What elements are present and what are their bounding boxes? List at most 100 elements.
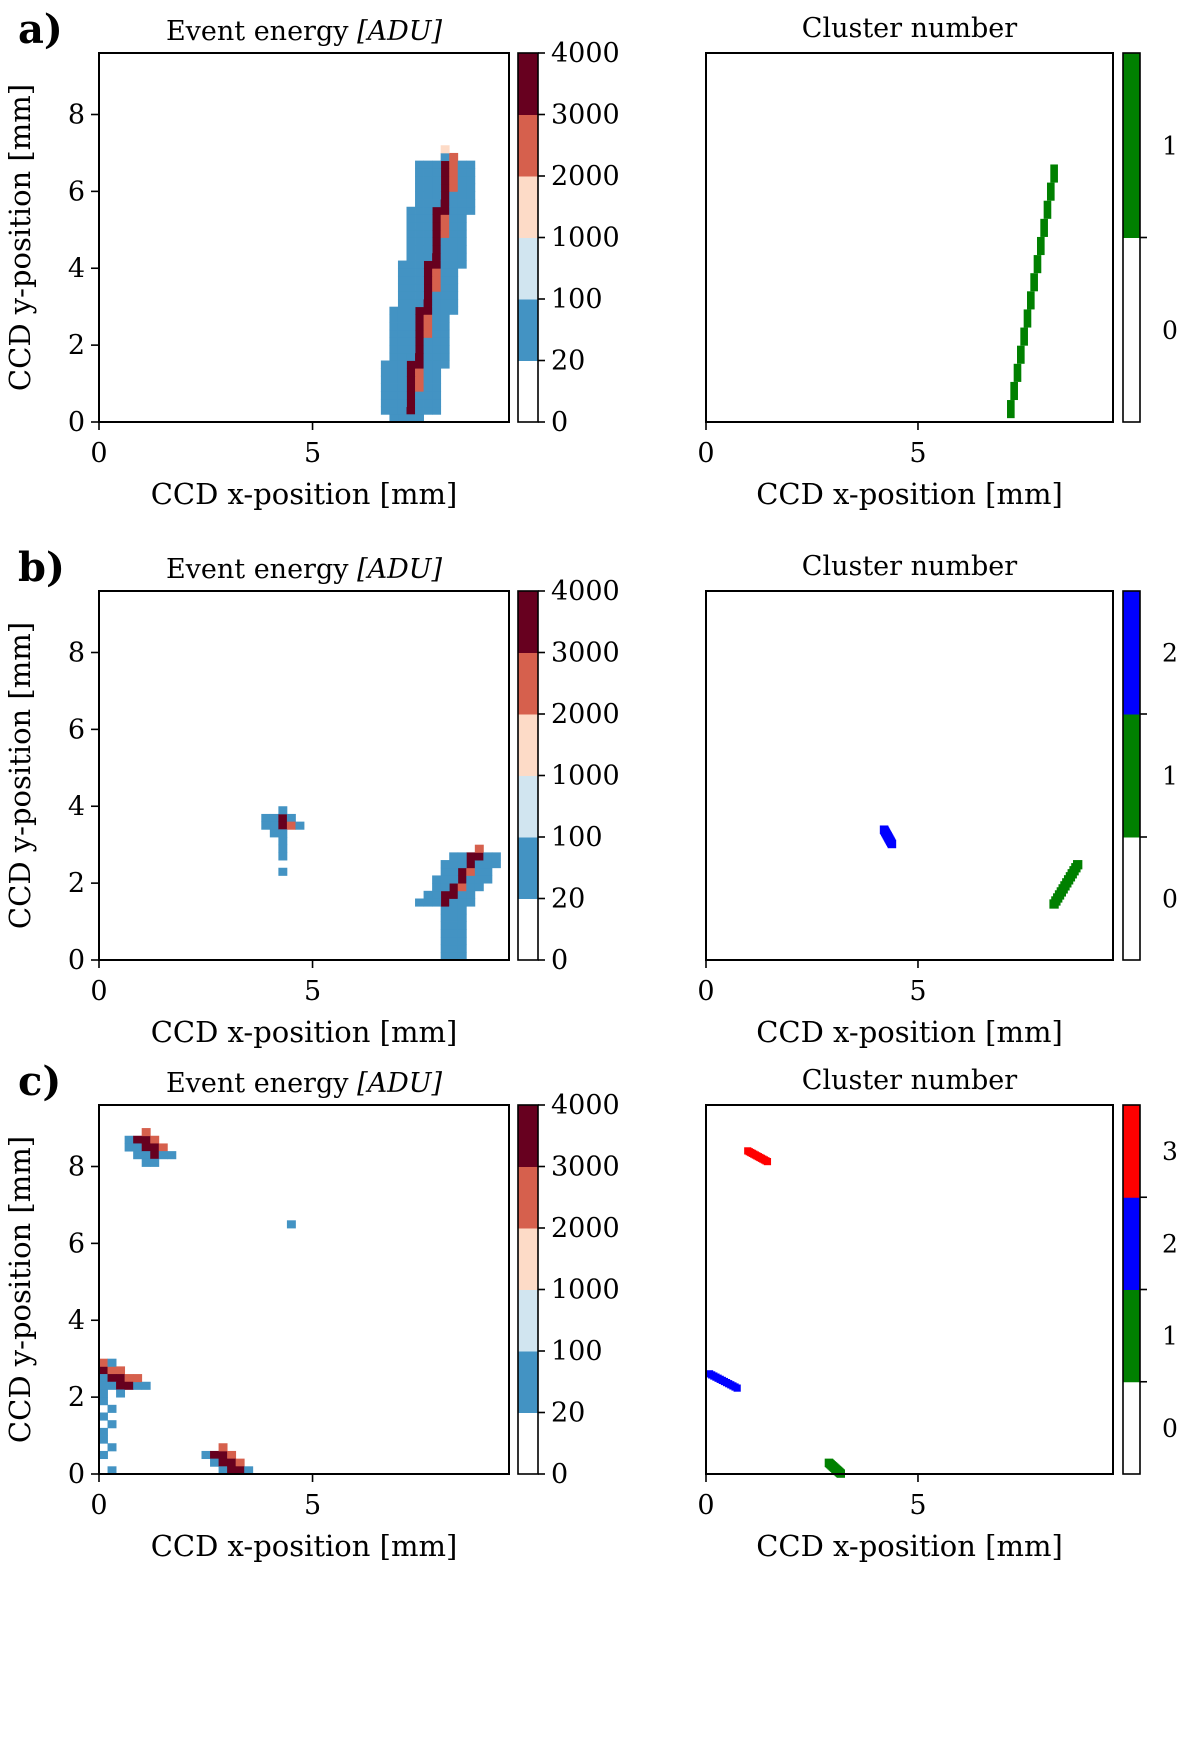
heatmap-pixel: [449, 883, 459, 892]
colorbar-segment: [518, 714, 538, 776]
heatmap-pixel: [99, 1374, 108, 1383]
heatmap-pixel: [457, 199, 467, 208]
colorbar-label: 0: [551, 1459, 568, 1490]
colorbar-segment: [1123, 53, 1140, 238]
heatmap-pixel: [415, 183, 424, 192]
colorbar-segment: [518, 1166, 538, 1229]
heatmap-pixel: [278, 844, 288, 853]
y-tick-label: 8: [68, 100, 85, 131]
x-tick-label: 5: [304, 438, 321, 469]
heatmap-pixel: [449, 222, 459, 231]
heatmap-pixel: [389, 322, 399, 331]
heatmap-pixel: [406, 283, 416, 292]
heatmap-pixel: [397, 406, 407, 415]
heatmap-pixel: [440, 214, 450, 223]
heatmap-pixel: [423, 176, 433, 185]
heatmap-pixel: [397, 260, 407, 269]
colorbar-segment: [1123, 1289, 1140, 1383]
heatmap-pixel: [150, 1151, 160, 1160]
heatmap-pixel: [457, 906, 467, 915]
x-tick-label: 5: [909, 438, 926, 469]
heatmap-pixel: [466, 875, 476, 884]
heatmap-pixel: [440, 199, 450, 208]
heatmap-pixel: [278, 852, 288, 861]
heatmap-pixel: [466, 860, 476, 869]
heatmap-pixel: [218, 1443, 228, 1452]
heatmap-pixel: [457, 898, 467, 907]
heatmap-pixel: [269, 813, 279, 823]
colorbar-label: 4000: [551, 38, 620, 69]
heatmap-pixel: [278, 813, 288, 823]
heatmap-pixel: [449, 306, 459, 315]
heatmap-pixel: [474, 883, 484, 892]
heatmap-pixel: [483, 852, 493, 861]
heatmap-pixel: [432, 890, 442, 899]
energy-title-text: Event energy: [166, 1068, 357, 1099]
heatmap-pixel: [483, 860, 493, 869]
heatmap-pixel: [261, 821, 271, 830]
heatmap-pixel: [432, 291, 442, 300]
cluster-pixel: [1043, 200, 1052, 219]
y-tick-label: 6: [68, 714, 85, 745]
heatmap-pixel: [449, 929, 459, 938]
cluster-pixel: [1013, 363, 1022, 382]
heatmap-pixel: [449, 852, 459, 861]
heatmap-pixel: [440, 314, 450, 323]
y-tick-label: 0: [68, 945, 85, 976]
heatmap-pixel: [406, 383, 416, 392]
heatmap-pixel: [141, 1158, 151, 1167]
heatmap-pixel: [99, 1358, 108, 1367]
heatmap-pixel: [440, 229, 450, 238]
heatmap-pixel: [406, 245, 416, 254]
heatmap-pixel: [380, 398, 390, 408]
cluster-title: Cluster number: [802, 551, 1018, 582]
colorbar-segment: [518, 53, 538, 115]
heatmap-pixel: [432, 275, 442, 285]
heatmap-pixel: [423, 252, 433, 261]
heatmap-pixel: [99, 1412, 108, 1421]
heatmap-pixel: [99, 1435, 108, 1444]
heatmap-pixel: [415, 191, 424, 200]
heatmap-pixel: [406, 222, 416, 231]
heatmap-pixel: [432, 283, 442, 292]
heatmap-pixel: [449, 952, 459, 961]
y-tick-label: 4: [68, 253, 85, 284]
heatmap-pixel: [440, 291, 450, 300]
heatmap-pixel: [150, 1143, 160, 1152]
heatmap-pixel: [423, 237, 433, 246]
heatmap-pixel: [389, 352, 399, 361]
heatmap-pixel: [124, 1381, 134, 1390]
heatmap-pixel: [457, 952, 467, 961]
heatmap-pixel: [423, 245, 433, 254]
colorbar-segment: [518, 1412, 538, 1475]
heatmap-pixel: [440, 906, 450, 915]
heatmap-pixel: [406, 291, 416, 300]
heatmap-pixel: [440, 883, 450, 892]
heatmap-pixel: [440, 191, 450, 200]
heatmap-pixel: [107, 1420, 117, 1429]
heatmap-pixel: [423, 268, 433, 277]
heatmap-pixel: [150, 1158, 160, 1167]
colorbar-label: 0: [1162, 885, 1178, 914]
colorbar-segment: [518, 1105, 538, 1167]
heatmap-pixel: [423, 299, 433, 308]
heatmap-pixel: [244, 1466, 254, 1475]
heatmap-pixel: [107, 1381, 117, 1390]
heatmap-pixel: [141, 1128, 151, 1137]
heatmap-pixel: [107, 1366, 117, 1375]
heatmap-pixel: [440, 206, 450, 215]
heatmap-pixel: [466, 160, 476, 169]
heatmap-pixel: [423, 214, 433, 223]
colorbar-label: 4000: [551, 1090, 620, 1121]
heatmap-pixel: [99, 1450, 108, 1460]
heatmap-pixel: [415, 160, 424, 169]
heatmap-pixel: [449, 268, 459, 277]
heatmap-pixel: [449, 921, 459, 930]
heatmap-pixel: [432, 383, 442, 392]
colorbar-label: 1: [1162, 131, 1178, 160]
heatmap-pixel: [466, 168, 476, 177]
heatmap-pixel: [415, 375, 424, 384]
heatmap-pixel: [423, 383, 433, 392]
cluster-pixel: [887, 839, 897, 849]
heatmap-pixel: [423, 199, 433, 208]
